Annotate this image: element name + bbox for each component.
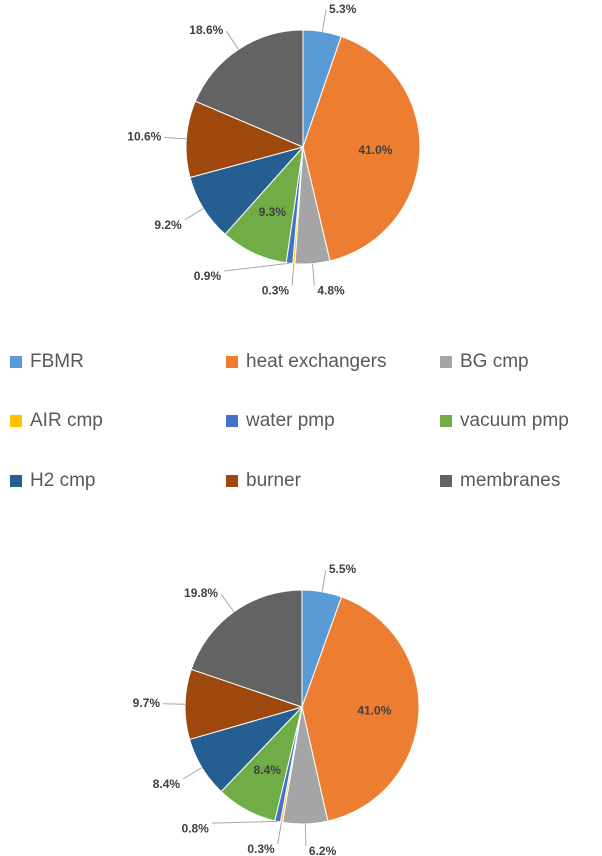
leader-line bbox=[163, 703, 186, 705]
legend-label: BG cmp bbox=[460, 351, 529, 372]
leader-line bbox=[182, 767, 203, 780]
leader-line bbox=[224, 262, 290, 272]
leader-line bbox=[312, 263, 315, 286]
data-label: 5.5% bbox=[329, 562, 357, 576]
data-label: 8.4% bbox=[153, 777, 181, 791]
data-label: 18.6% bbox=[189, 23, 223, 37]
leader-line bbox=[277, 822, 283, 844]
legend-label: vacuum pmp bbox=[460, 410, 569, 431]
legend-label: H2 cmp bbox=[30, 470, 95, 491]
data-label: 9.3% bbox=[259, 205, 287, 219]
legend-swatch bbox=[10, 415, 22, 427]
data-label: 19.8% bbox=[184, 586, 218, 600]
data-label: 0.8% bbox=[181, 821, 209, 835]
leader-line bbox=[321, 9, 327, 32]
legend-swatch bbox=[226, 415, 238, 427]
data-label: 6.2% bbox=[309, 844, 337, 856]
legend-swatch bbox=[226, 475, 238, 487]
data-label: 10.6% bbox=[127, 130, 161, 144]
pie-slice bbox=[194, 29, 304, 148]
leader-line bbox=[291, 263, 295, 286]
data-label: 4.8% bbox=[317, 284, 345, 298]
data-label: 5.3% bbox=[329, 2, 357, 16]
pie-slice bbox=[301, 596, 420, 822]
legend-swatch bbox=[10, 475, 22, 487]
data-label: 9.2% bbox=[154, 218, 182, 232]
leader-line bbox=[225, 30, 239, 50]
legend-swatch bbox=[226, 356, 238, 368]
data-label: 9.7% bbox=[133, 696, 161, 710]
legend-label: burner bbox=[246, 470, 302, 491]
leader-line bbox=[164, 136, 187, 140]
legend-label: FBMR bbox=[30, 351, 84, 372]
legend-swatch bbox=[440, 356, 452, 368]
leader-line bbox=[184, 208, 204, 221]
leader-line bbox=[321, 569, 327, 592]
pie-slice bbox=[302, 35, 421, 262]
legend-label: AIR cmp bbox=[30, 410, 103, 431]
leader-line bbox=[304, 823, 307, 846]
legend-label: water pmp bbox=[245, 410, 335, 431]
legend-label: heat exchangers bbox=[246, 351, 387, 372]
data-label: 41.0% bbox=[357, 704, 391, 718]
leader-line bbox=[211, 820, 278, 824]
leader-line bbox=[220, 593, 235, 613]
data-label: 0.3% bbox=[247, 842, 275, 856]
data-label: 0.3% bbox=[262, 284, 290, 298]
pie-slice bbox=[185, 100, 305, 179]
legend-label: membranes bbox=[460, 470, 560, 491]
pie-slice bbox=[190, 589, 303, 708]
data-label: 0.9% bbox=[194, 269, 222, 283]
data-label: 8.4% bbox=[254, 763, 282, 777]
data-label: 41.0% bbox=[358, 143, 392, 157]
legend-swatch bbox=[10, 356, 22, 368]
legend-swatch bbox=[440, 475, 452, 487]
legend-swatch bbox=[440, 415, 452, 427]
